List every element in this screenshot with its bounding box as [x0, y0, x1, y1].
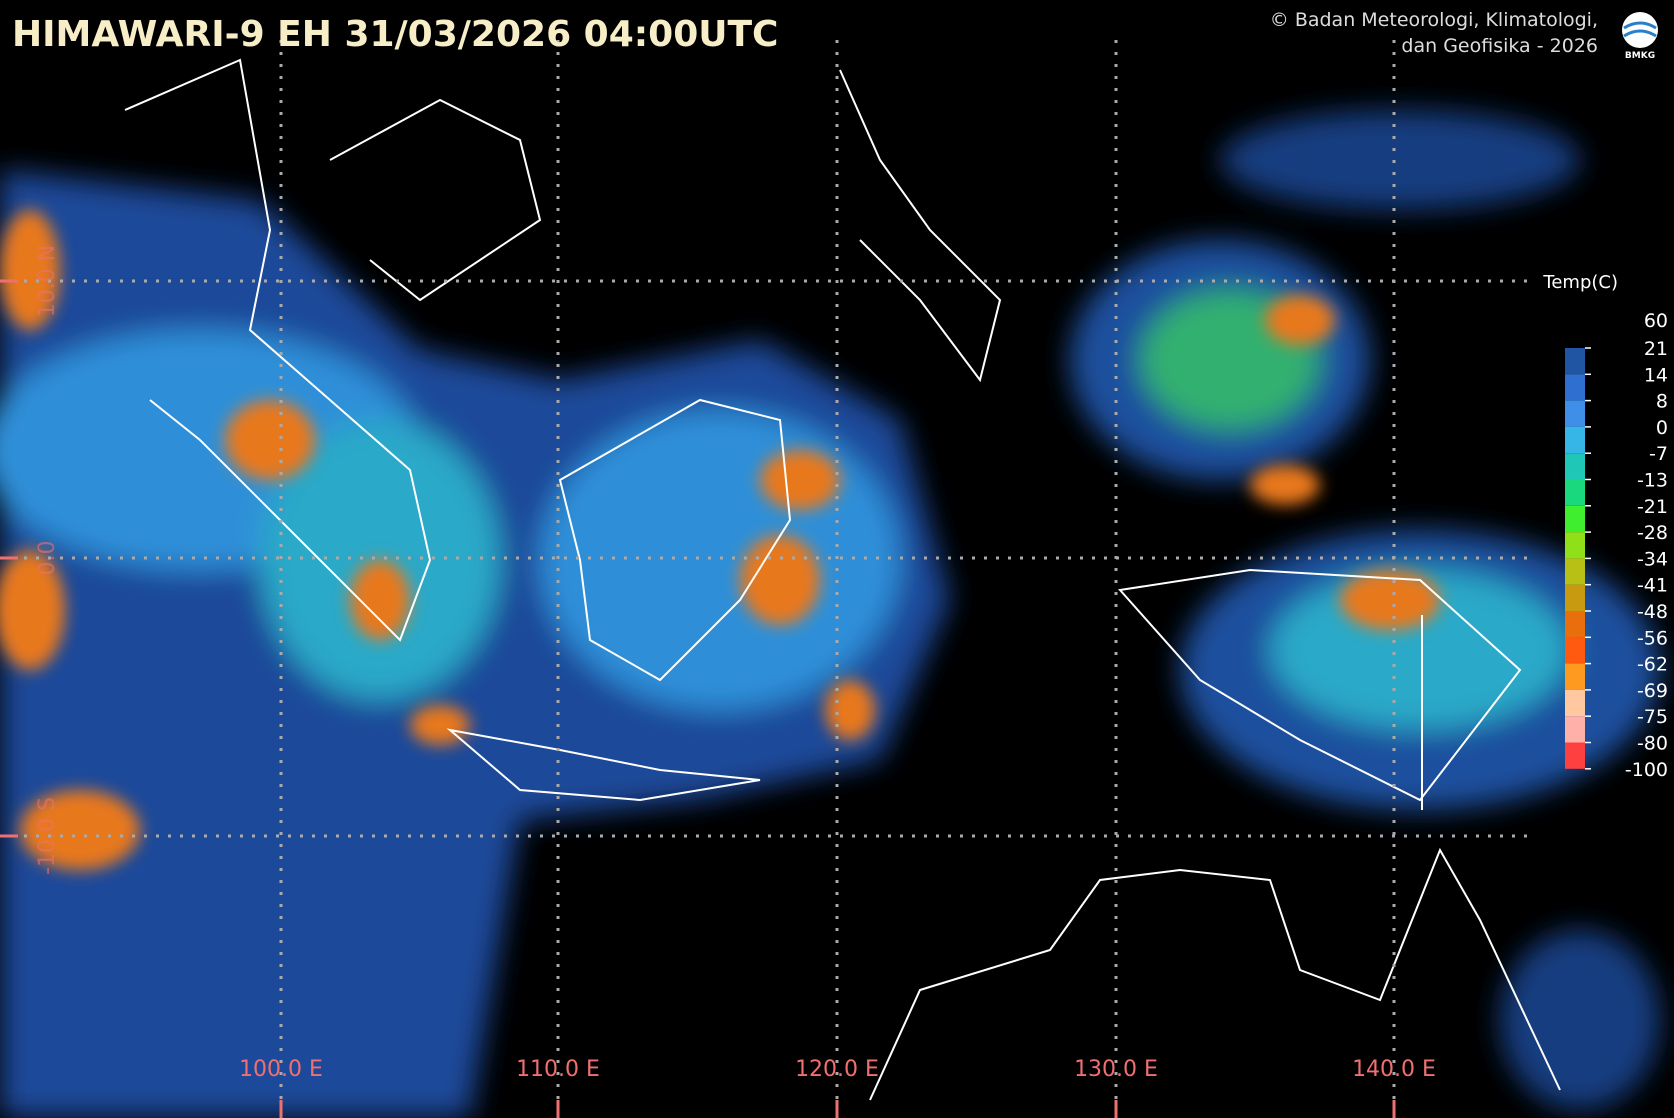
coastline: [558, 398, 792, 682]
colorbar-segment: [1565, 637, 1585, 664]
coastline: [446, 728, 761, 802]
coastline: [329, 98, 542, 302]
cloud-core: [740, 535, 820, 625]
colorbar-tick-label: -28: [1637, 522, 1668, 544]
colorbar-tick-label: -21: [1637, 496, 1668, 518]
cloud: [1500, 930, 1660, 1110]
convective-cores: [0, 210, 1440, 870]
colorbar-segment: [1565, 374, 1585, 401]
cloud-core: [20, 790, 140, 870]
longitude-label: 140.0 E: [1352, 1057, 1436, 1082]
coastlines: [124, 58, 1561, 1101]
colorbar-tick-label: -100: [1625, 759, 1668, 781]
longitude-label: 130.0 E: [1074, 1057, 1158, 1082]
cloud-core: [1265, 295, 1335, 345]
longitude-label: 110.0 E: [516, 1057, 600, 1082]
colorbar-tick-label: -48: [1637, 601, 1668, 623]
credit: © Badan Meteorologi, Klimatologi,: [1270, 9, 1598, 31]
colorbar-tick-label: -75: [1637, 706, 1668, 728]
logo-text: BMKG: [1625, 51, 1655, 61]
cloud-core: [0, 210, 60, 330]
latitude-label: 0.0: [35, 541, 60, 576]
colorbar-segment: [1565, 742, 1585, 769]
longitude-label: 100.0 E: [239, 1057, 323, 1082]
colorbar-segment: [1565, 611, 1585, 638]
colorbar-tick-label: 60: [1644, 310, 1668, 332]
colorbar: Temp(C) 60 21 14 8 0 -7 -13 -21 -28 -34 -41 -48 -56 -6…: [1542, 272, 1668, 781]
longitude-label: 120.0 E: [795, 1057, 879, 1082]
colorbar-tick-label: -62: [1637, 654, 1668, 676]
colorbar-tick-label: -69: [1637, 680, 1668, 702]
colorbar-segment: [1565, 426, 1585, 454]
coastline: [1118, 568, 1522, 802]
colorbar-tick-label: 14: [1644, 364, 1668, 386]
colorbar-tick-label: -13: [1637, 470, 1668, 492]
colorbar-tick-label: 0: [1656, 417, 1668, 439]
colorbar-tick-label: -56: [1637, 627, 1668, 649]
cloud-core: [825, 680, 875, 740]
colorbar-segment: [1565, 663, 1585, 690]
colorbar-tick-label: 21: [1644, 338, 1668, 360]
cloud: [1220, 110, 1580, 210]
colorbar-segment: [1565, 716, 1585, 743]
graticule: [0, 40, 1530, 1118]
latitude-label: 10.0 N: [35, 245, 60, 317]
colorbar-segment: [1565, 400, 1585, 427]
colorbar-segment: [1565, 348, 1585, 375]
colorbar-tick-label: -7: [1649, 443, 1668, 465]
colorbar-segment: [1565, 479, 1585, 506]
cloud: [540, 410, 900, 710]
colorbar-tick-label: -34: [1637, 548, 1668, 570]
colorbar-tick-label: 8: [1656, 391, 1668, 413]
coastline: [869, 847, 1561, 1101]
colorbar-title: Temp(C): [1542, 272, 1618, 293]
cloud-core: [350, 560, 410, 640]
colorbar-segment: [1565, 689, 1585, 717]
latitude-label: -10.0 S: [35, 797, 60, 875]
colorbar-segment: [1565, 532, 1585, 559]
credit: dan Geofisika - 2026: [1401, 35, 1598, 57]
logo-waves: [1623, 21, 1657, 38]
coastline: [839, 69, 1002, 383]
colorbar-segment: [1565, 453, 1585, 480]
title: HIMAWARI-9 EH 31/03/2026 04:00UTC: [12, 14, 778, 55]
cloud-core: [760, 450, 840, 510]
cloud-core: [225, 400, 315, 480]
coastline: [124, 58, 432, 642]
colorbar-segment: [1565, 505, 1585, 533]
cloud-core: [1250, 465, 1320, 505]
colorbar-segment: [1565, 558, 1585, 585]
colorbar-tick-label: -41: [1637, 575, 1668, 597]
cloud-core: [1340, 570, 1440, 630]
labels: 100.0 E 110.0 E 120.0 E 130.0 E 140.0 E 10.0 …: [0, 245, 1436, 1118]
cloud-core: [0, 550, 65, 670]
colorbar-tick-label: -80: [1637, 733, 1668, 755]
colorbar-segment: [1565, 584, 1585, 611]
